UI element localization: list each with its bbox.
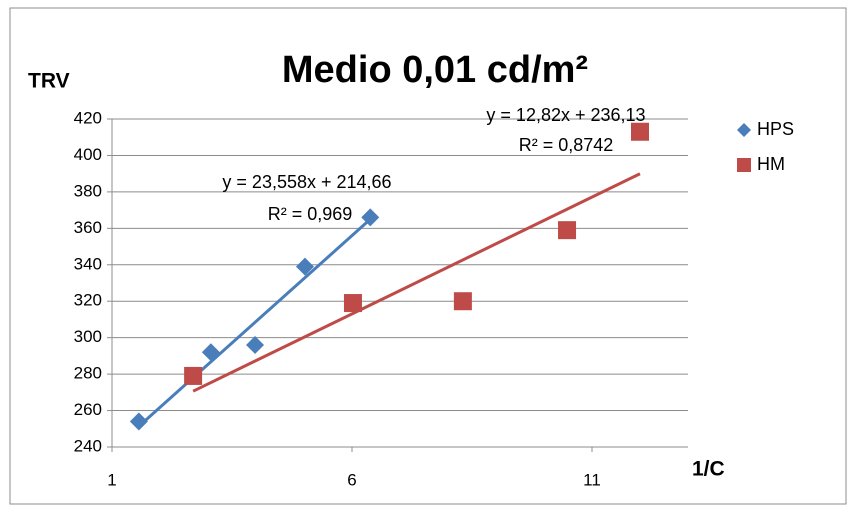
legend-label: HPS xyxy=(757,119,794,139)
y-tick-label: 320 xyxy=(74,291,102,310)
point xyxy=(201,343,220,362)
point xyxy=(246,335,265,354)
trendline xyxy=(192,172,641,393)
point xyxy=(295,257,314,276)
legend-marker xyxy=(737,123,751,137)
point xyxy=(361,208,380,227)
legend-label: HM xyxy=(757,154,785,174)
point xyxy=(631,122,649,141)
point xyxy=(453,292,472,311)
point xyxy=(184,366,203,385)
trendline-r2: R² = 0,969 xyxy=(268,204,353,224)
trendline-r2: R² = 0,8742 xyxy=(519,135,614,155)
chart-frame xyxy=(9,7,847,505)
y-tick-label: 400 xyxy=(74,145,102,164)
trendline-equation: y = 12,82x + 236,13 xyxy=(486,105,645,125)
x-tick-label: 11 xyxy=(583,470,601,489)
y-tick-label: 260 xyxy=(74,400,102,419)
x-axis-label: 1/C xyxy=(692,458,725,481)
y-tick-label: 420 xyxy=(74,108,102,127)
x-tick-label: 6 xyxy=(347,470,356,489)
y-tick-label: 280 xyxy=(74,364,102,383)
y-tick-label: 240 xyxy=(74,436,102,455)
y-tick-label: 360 xyxy=(74,218,102,237)
y-tick-label: 300 xyxy=(74,327,102,346)
x-tick-label: 1 xyxy=(107,470,116,489)
point xyxy=(558,221,577,240)
y-tick-label: 340 xyxy=(74,254,102,273)
trendline-equation: y = 23,558x + 214,66 xyxy=(222,172,391,192)
y-tick-label: 380 xyxy=(74,181,102,200)
legend-marker xyxy=(737,158,751,172)
y-axis-label: TRV xyxy=(28,70,70,93)
point xyxy=(129,412,148,431)
chart-title: Medio 0,01 cd/m² xyxy=(282,49,588,91)
point xyxy=(343,294,362,313)
trendline xyxy=(137,218,372,428)
